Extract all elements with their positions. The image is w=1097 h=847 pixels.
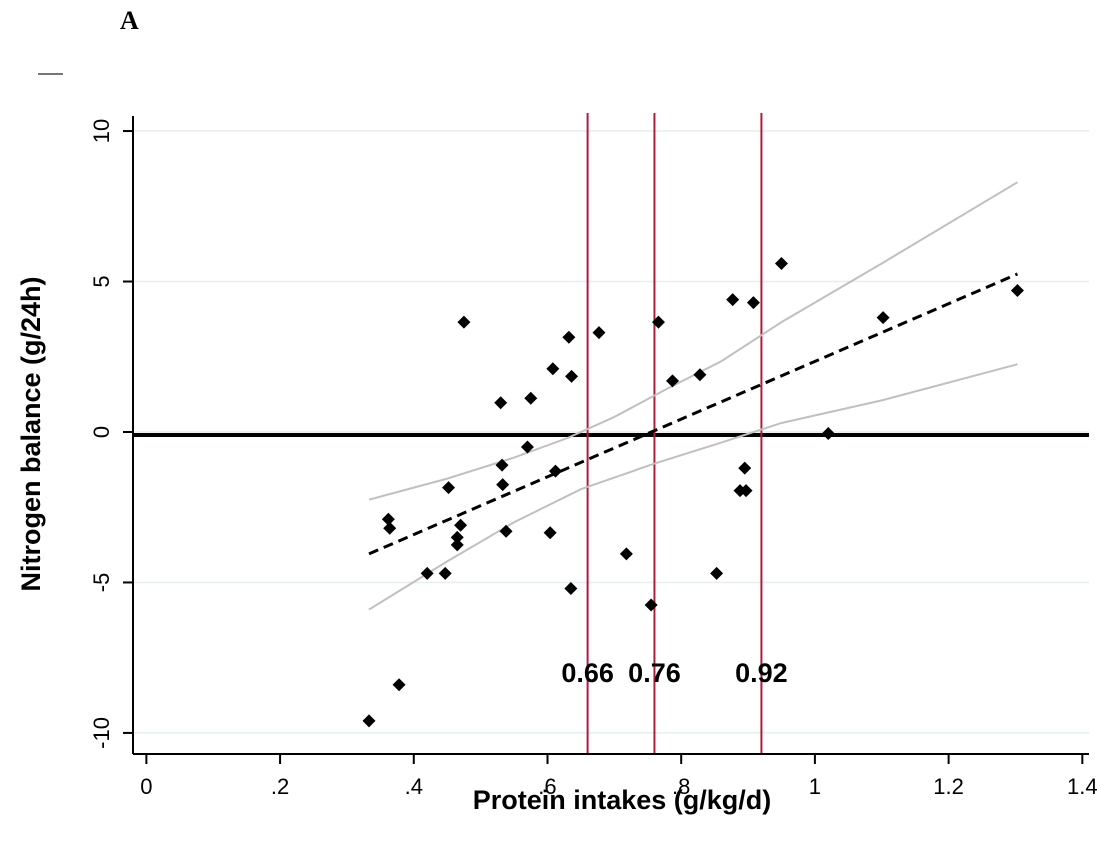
y-axis-title: Nitrogen balance (g/24h): [16, 276, 46, 591]
y-tick-label: -5: [89, 573, 114, 593]
data-point: [383, 521, 397, 535]
reference-lines: [133, 113, 1089, 754]
data-point: [362, 714, 376, 728]
reference-line-label: 0.92: [735, 658, 788, 688]
data-point: [392, 678, 406, 692]
data-point: [381, 512, 395, 526]
data-point: [592, 326, 606, 340]
data-point: [543, 526, 557, 540]
data-point: [450, 530, 464, 544]
data-point: [450, 538, 464, 552]
data-point: [666, 374, 680, 388]
data-point: [438, 566, 452, 580]
data-point: [565, 369, 579, 383]
x-tick-label: .8: [672, 774, 690, 799]
confidence-band: [368, 181, 1018, 611]
data-point: [457, 315, 471, 329]
data-point: [546, 362, 560, 376]
data-points: [362, 256, 1024, 728]
data-point: [420, 566, 434, 580]
y-tick-label: 5: [89, 275, 114, 287]
data-point: [746, 296, 760, 310]
confidence-band-upper: [368, 181, 1018, 501]
data-point: [738, 461, 752, 475]
data-point: [739, 484, 753, 498]
x-tick-label: 1.2: [933, 774, 964, 799]
y-tick-label: -10: [89, 717, 114, 749]
grid-layer: [133, 130, 1089, 734]
data-point: [693, 368, 707, 382]
fit-line: [368, 272, 1019, 556]
axes: -10 -5 0 5 10 0 .2 .4 .6 .8 1 1.2 1.4: [89, 116, 1097, 799]
x-tick-label: 1: [809, 774, 821, 799]
data-point: [1010, 284, 1024, 298]
panel-label: A: [120, 6, 139, 35]
x-tick-label: 0: [140, 774, 152, 799]
y-tick-label: 10: [89, 119, 114, 143]
reference-line-label: 0.66: [561, 658, 614, 688]
y-tick-label: 0: [89, 426, 114, 438]
data-point: [520, 440, 534, 454]
reference-line-label: 0.76: [628, 658, 681, 688]
data-point: [564, 581, 578, 595]
data-point: [644, 598, 658, 612]
data-point: [562, 330, 576, 344]
data-point: [454, 518, 468, 532]
data-point: [619, 547, 633, 561]
data-point: [876, 311, 890, 325]
x-tick-label: .4: [405, 774, 423, 799]
data-point: [774, 256, 788, 270]
x-tick-label: .2: [271, 774, 289, 799]
data-point: [495, 458, 509, 472]
x-axis-title: Protein intakes (g/kg/d): [473, 785, 772, 815]
data-point: [496, 478, 510, 492]
data-point: [442, 481, 456, 495]
x-tick-label: 1.4: [1067, 774, 1097, 799]
data-point: [524, 391, 538, 405]
labels: 0.66 0.76 0.92: [561, 658, 787, 688]
data-point: [499, 524, 513, 538]
data-point: [549, 464, 563, 478]
data-point: [710, 566, 724, 580]
data-point: [726, 293, 740, 307]
data-point: [821, 426, 835, 440]
data-point: [651, 315, 665, 329]
data-point: [494, 396, 508, 410]
panel-dash: [38, 73, 63, 75]
x-tick-label: .6: [538, 774, 556, 799]
fit-line-layer: [368, 272, 1019, 556]
confidence-band-lower: [368, 363, 1018, 611]
